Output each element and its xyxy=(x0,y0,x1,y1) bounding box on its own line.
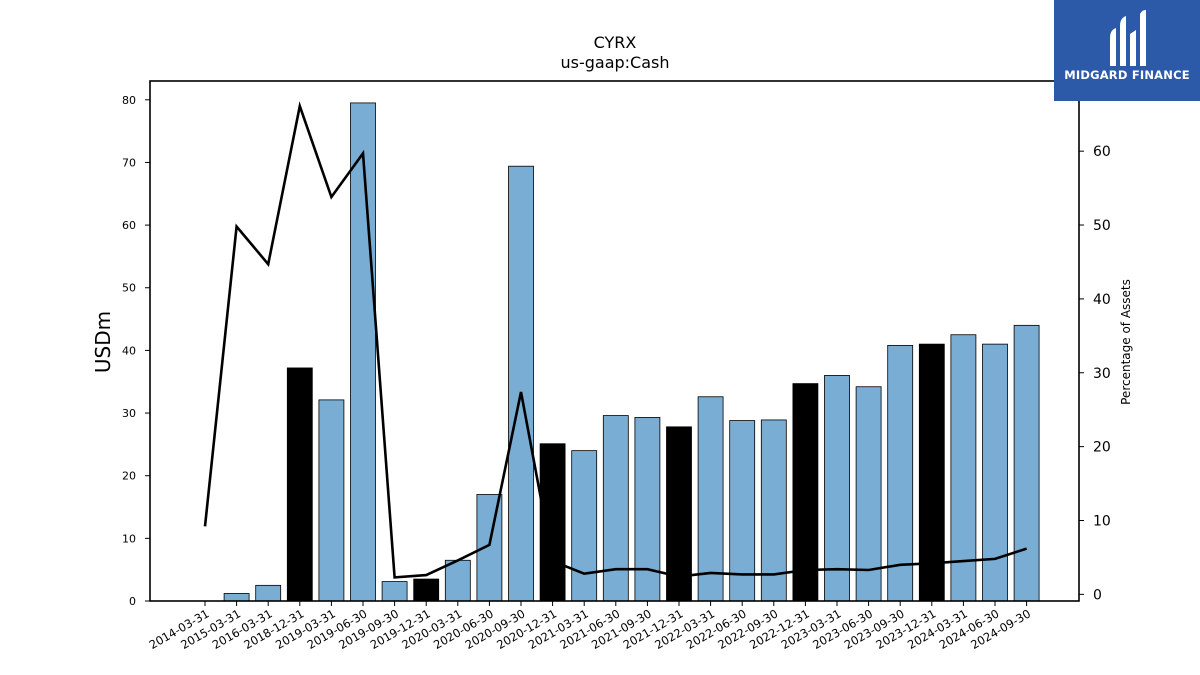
bar-2022-12-31 xyxy=(792,383,819,602)
line-percentage-of-assets xyxy=(203,101,1028,579)
bar-2024-06-30 xyxy=(982,343,1008,602)
brand-logo: MIDGARD FINANCE xyxy=(1054,0,1200,101)
y2-tick-label: 10 xyxy=(1093,513,1111,529)
bar-2018-12-31 xyxy=(286,367,313,602)
y2-axis-label: Percentage of Assets xyxy=(1119,279,1133,405)
bar-2022-03-31 xyxy=(697,396,724,602)
bar-2023-09-30 xyxy=(887,344,914,602)
bar-2019-03-31 xyxy=(318,399,345,602)
y-tick-label: 40 xyxy=(122,344,136,357)
y-axis-label: USDm xyxy=(91,311,115,373)
y2-tick-label: 0 xyxy=(1093,587,1102,603)
bar-2022-06-30 xyxy=(729,420,756,602)
y2-tick-label: 50 xyxy=(1093,218,1111,234)
logo-text: MIDGARD FINANCE xyxy=(1064,68,1190,82)
y-tick-label: 30 xyxy=(122,407,136,420)
bar-2019-06-30 xyxy=(350,102,376,602)
plot-frame xyxy=(149,80,1080,602)
bar-2015-03-31 xyxy=(223,593,250,602)
y2-tick-label: 20 xyxy=(1093,440,1111,456)
bar-2023-03-31 xyxy=(824,375,850,602)
bar-2024-03-31 xyxy=(950,334,977,602)
bar-2021-09-30 xyxy=(634,417,661,602)
bars-layer xyxy=(223,102,1040,602)
bar-2019-09-30 xyxy=(381,581,408,602)
y-tick-label: 70 xyxy=(122,156,136,169)
bar-2020-12-31 xyxy=(539,443,566,602)
y-tick-label: 50 xyxy=(122,282,136,295)
bar-2020-03-31 xyxy=(444,559,471,602)
bar-2021-12-31 xyxy=(666,426,692,602)
chart-subtitle: us-gaap:Cash xyxy=(560,53,669,72)
bar-2024-09-30 xyxy=(1013,324,1040,602)
bar-2021-03-31 xyxy=(571,450,598,602)
line-layer xyxy=(203,101,1028,579)
logo-mark-icon xyxy=(1110,10,1146,66)
bar-2019-12-31 xyxy=(413,578,440,602)
y-tick-label: 0 xyxy=(129,595,136,608)
y-tick-label: 10 xyxy=(122,532,136,545)
bar-2022-09-30 xyxy=(760,419,787,602)
bar-2023-12-31 xyxy=(918,343,945,602)
y2-tick-label: 30 xyxy=(1093,366,1111,382)
y-tick-label: 20 xyxy=(122,470,136,483)
bar-2016-03-31 xyxy=(255,584,282,602)
y-tick-label: 80 xyxy=(122,94,136,107)
y-tick-label: 60 xyxy=(122,219,136,232)
bar-2021-06-30 xyxy=(602,415,629,602)
bar-2020-09-30 xyxy=(508,165,534,602)
y2-tick-label: 40 xyxy=(1093,292,1111,308)
y2-tick-label: 60 xyxy=(1093,144,1111,160)
chart-title: CYRX xyxy=(594,33,637,52)
